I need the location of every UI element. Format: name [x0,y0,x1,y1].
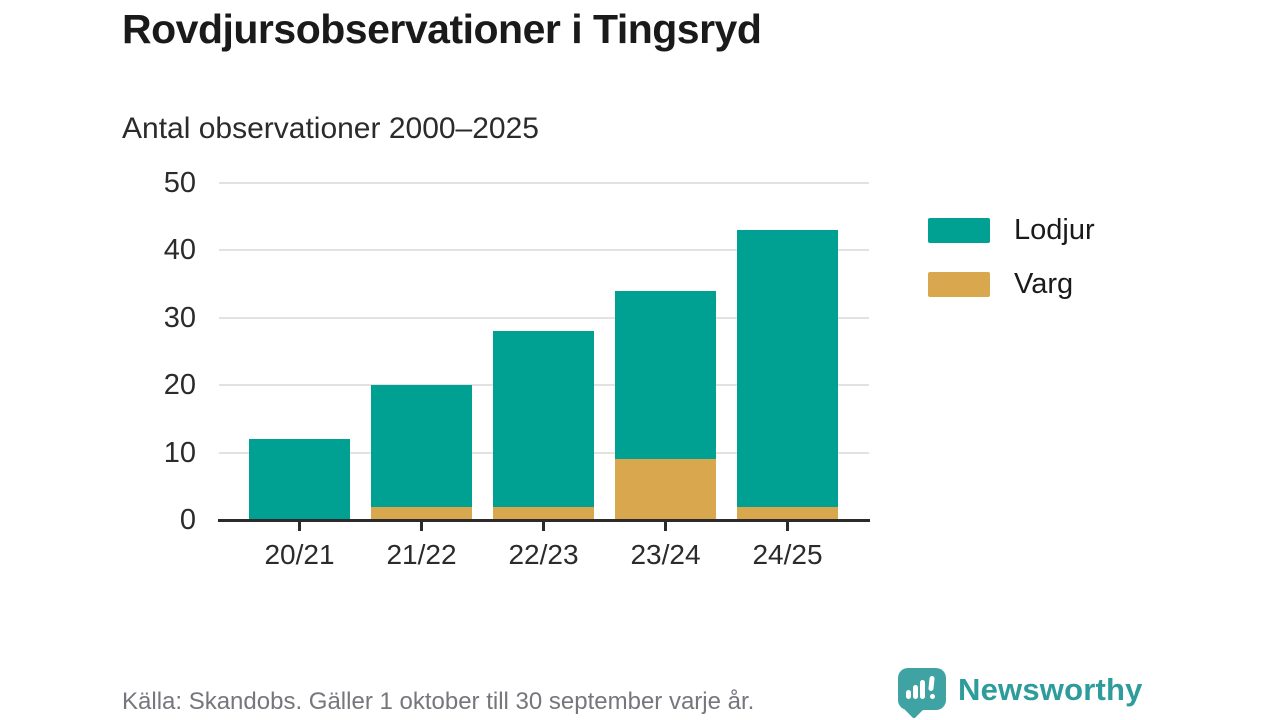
bar-segment-varg [493,506,594,520]
bar-chart-glyph [913,685,918,699]
brand-name: Newsworthy [958,672,1143,707]
bar-segment-varg [371,506,472,520]
exclamation-dot [930,694,935,699]
x-axis-tick-label: 23/24 [630,539,701,570]
plot-area: 0 10 20 30 40 50 20/21 21/22 22/23 23/24 24/25 [164,168,870,570]
y-axis-tick-label: 10 [163,436,196,469]
x-axis-tick-label: 20/21 [264,539,335,570]
bar-24/25 [737,230,838,520]
bar-segment-lodjur [371,385,472,507]
legend-item-lodjur: Lodjur [928,214,1095,247]
bar-segment-lodjur [615,290,716,460]
legend-label: Varg [1014,268,1074,300]
chart-subtitle: Antal observationer 2000–2025 [122,112,539,145]
gridline [219,182,869,184]
bar-segment-lodjur [737,230,838,507]
x-axis-tick-label: 22/23 [508,539,579,570]
bar-20/21 [249,439,350,520]
bar-chart-glyph [920,680,925,699]
x-axis-tick-label: 21/22 [386,539,457,570]
page-title: Rovdjursobservationer i Tingsryd [122,6,762,52]
bar-chart-glyph [906,690,911,699]
x-axis-line [218,518,870,522]
x-axis-tick-label: 24/25 [752,539,823,570]
legend-label: Lodjur [1014,214,1095,246]
y-axis-tick-label: 0 [179,504,196,536]
legend-swatch-lodjur [928,218,990,243]
y-axis-tick-label: 40 [163,234,196,267]
x-axis-tick [298,522,301,531]
legend: Lodjur Varg [928,214,1095,322]
source-note: Källa: Skandobs. Gäller 1 oktober till 3… [122,688,755,715]
bar-22/23 [493,331,594,520]
y-axis-tick-label: 30 [163,301,196,334]
bar-segment-lodjur [249,439,350,520]
newsworthy-logo-icon [898,668,946,719]
legend-item-varg: Varg [928,268,1095,301]
x-axis-tick [664,522,667,531]
bar-23/24 [615,290,716,520]
gridline [219,316,869,319]
y-axis-tick-label: 20 [163,369,196,402]
bar-segment-lodjur [493,331,594,507]
legend-swatch-varg [928,272,990,297]
x-axis-tick [542,522,545,531]
bar-21/22 [371,385,472,520]
bar-segment-varg [737,506,838,520]
bar-segment-varg [615,459,716,520]
gridline [219,249,869,252]
x-axis-tick [786,522,789,531]
y-axis-tick-label: 50 [163,167,196,199]
x-axis-tick [420,522,423,531]
